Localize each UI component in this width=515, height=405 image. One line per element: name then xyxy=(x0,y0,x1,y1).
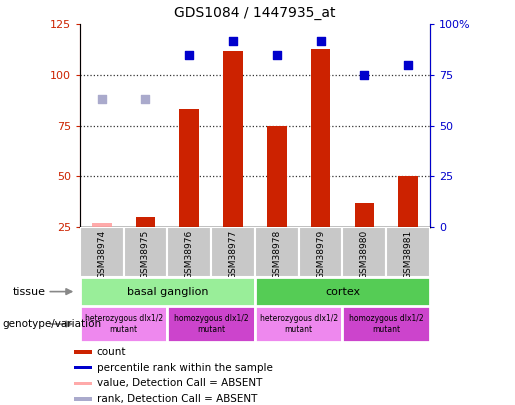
Point xyxy=(273,51,281,58)
Point xyxy=(316,37,325,44)
Text: percentile rank within the sample: percentile rank within the sample xyxy=(97,363,272,373)
Bar xyxy=(342,227,386,277)
Point xyxy=(229,37,237,44)
Text: genotype/variation: genotype/variation xyxy=(2,319,101,329)
Bar xyxy=(267,126,287,227)
Text: GSM38980: GSM38980 xyxy=(360,230,369,279)
Text: homozygous dlx1/2
mutant: homozygous dlx1/2 mutant xyxy=(174,314,248,334)
Text: rank, Detection Call = ABSENT: rank, Detection Call = ABSENT xyxy=(97,394,257,404)
Bar xyxy=(167,306,255,342)
Bar xyxy=(80,306,167,342)
Text: GSM38975: GSM38975 xyxy=(141,230,150,279)
Bar xyxy=(74,382,92,385)
Bar xyxy=(223,51,243,227)
Bar xyxy=(124,227,167,277)
Text: basal ganglion: basal ganglion xyxy=(127,287,208,296)
Text: GSM38977: GSM38977 xyxy=(229,230,237,279)
Bar xyxy=(255,277,430,306)
Bar xyxy=(80,227,124,277)
Bar xyxy=(74,366,92,369)
Bar xyxy=(167,227,211,277)
Text: heterozygous dlx1/2
mutant: heterozygous dlx1/2 mutant xyxy=(260,314,338,334)
Bar xyxy=(311,49,331,227)
Bar xyxy=(179,109,199,227)
Text: count: count xyxy=(97,347,126,357)
Title: GDS1084 / 1447935_at: GDS1084 / 1447935_at xyxy=(174,6,336,21)
Point xyxy=(360,72,369,78)
Bar xyxy=(80,277,255,306)
Text: cortex: cortex xyxy=(325,287,360,296)
Point xyxy=(404,62,413,68)
Point xyxy=(185,51,194,58)
Bar xyxy=(211,227,255,277)
Bar xyxy=(74,350,92,354)
Text: heterozygous dlx1/2
mutant: heterozygous dlx1/2 mutant xyxy=(84,314,163,334)
Text: GSM38976: GSM38976 xyxy=(185,230,194,279)
Bar xyxy=(92,223,112,227)
Bar xyxy=(398,176,418,227)
Bar xyxy=(342,306,430,342)
Bar xyxy=(386,227,430,277)
Text: GSM38974: GSM38974 xyxy=(97,230,106,279)
Text: value, Detection Call = ABSENT: value, Detection Call = ABSENT xyxy=(97,379,262,388)
Text: GSM38981: GSM38981 xyxy=(404,230,413,279)
Text: homozygous dlx1/2
mutant: homozygous dlx1/2 mutant xyxy=(349,314,423,334)
Bar xyxy=(74,397,92,401)
Point xyxy=(141,96,150,102)
Text: GSM38978: GSM38978 xyxy=(272,230,281,279)
Text: GSM38979: GSM38979 xyxy=(316,230,325,279)
Bar xyxy=(255,306,342,342)
Bar xyxy=(299,227,342,277)
Point xyxy=(98,96,106,102)
Bar xyxy=(354,202,374,227)
Text: tissue: tissue xyxy=(13,287,46,296)
Bar xyxy=(135,217,156,227)
Bar xyxy=(255,227,299,277)
